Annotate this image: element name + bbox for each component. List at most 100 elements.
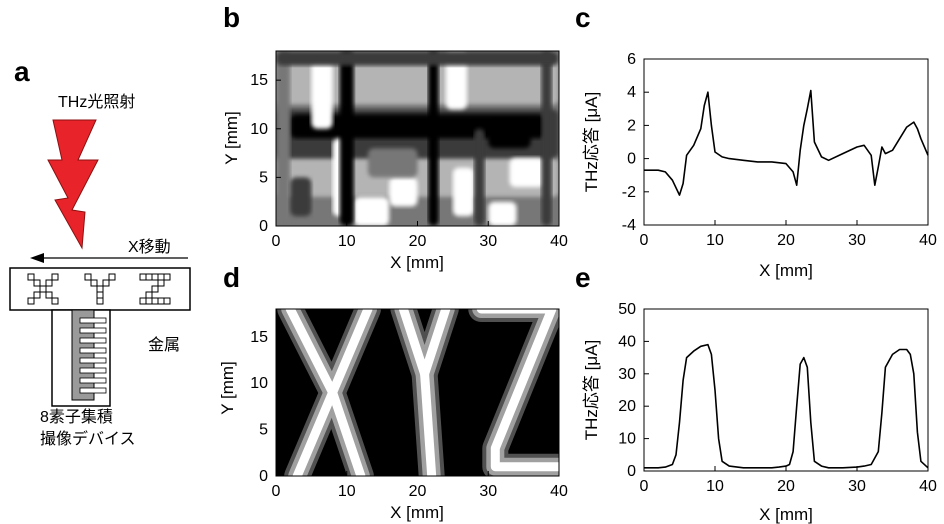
chart-b-ylabel: Y [mm] — [222, 111, 241, 165]
chart-c: 0 10 20 30 40 -4 -2 0 2 4 6 X [mm] THz応答 [μA] — [582, 51, 937, 280]
xyz-pixel — [139, 273, 147, 281]
chart-e-frame — [643, 308, 929, 472]
chart-d-xtick-label: 10 — [338, 483, 356, 500]
xyz-pixel — [157, 273, 165, 281]
chart-d-letter-stroke — [476, 309, 559, 472]
xyz-pixel — [45, 291, 53, 299]
chart-b-region — [276, 51, 559, 66]
chart-d-ytick-label: 5 — [259, 422, 268, 439]
thz-lightning-bolt — [47, 119, 99, 250]
chart-b-xtick-label: 30 — [479, 233, 497, 250]
chart-b-region — [488, 119, 531, 149]
xyz-pixel — [108, 273, 116, 281]
chart-d-letter-stroke — [292, 309, 373, 476]
chart-e-xtick-label: 0 — [640, 478, 649, 495]
chart-b-xtick-label: 40 — [550, 233, 568, 250]
panel-label-a: a — [14, 56, 30, 87]
chart-e-xtick-label: 20 — [777, 478, 795, 495]
chart-e-ytick-label: 0 — [627, 463, 636, 480]
xyz-pixel — [151, 297, 159, 305]
electrode — [79, 367, 107, 374]
chart-b-region — [474, 128, 485, 226]
xyz-pattern — [27, 273, 171, 305]
chart-c-series-line — [644, 89, 929, 196]
xyz-pixel — [33, 279, 41, 287]
chart-b-xtick-label: 0 — [272, 233, 281, 250]
chart-e-xtick-label: 40 — [919, 478, 937, 495]
move-label: X移動 — [128, 238, 171, 256]
chart-e-ytick-label: 10 — [618, 431, 636, 448]
metal-label: 金属 — [148, 336, 180, 354]
xyz-pixel — [163, 273, 171, 281]
chart-d: 0 10 20 30 40 0 5 10 15 X [mm] Y [mm] — [218, 308, 568, 522]
chart-b-xtick-label: 20 — [409, 233, 427, 250]
chart-e-ytick-label: 30 — [618, 366, 636, 383]
chart-e: 0 10 20 30 40 0 10 20 30 40 50 X [mm] THz応答 [μA] — [582, 301, 937, 524]
xyz-pixel — [96, 297, 104, 305]
chart-b-region — [353, 196, 390, 226]
chart-d-ylabel: Y [mm] — [218, 361, 237, 415]
chart-d-letter-stroke — [420, 369, 437, 476]
chart-b-ytick-label: 10 — [250, 121, 268, 138]
chart-c-frame — [643, 58, 929, 226]
electrode — [79, 387, 107, 394]
panel-label-c: c — [575, 2, 591, 33]
chart-c-ytick-label: 6 — [627, 51, 636, 68]
chart-c-xlabel: X [mm] — [759, 261, 813, 280]
chart-d-xtick-label: 0 — [272, 483, 281, 500]
chart-c-xtick-label: 40 — [919, 232, 937, 249]
xyz-pixel — [96, 285, 104, 293]
xyz-pixel — [27, 297, 35, 305]
chart-b-region — [276, 51, 291, 226]
chart-b-ytick-label: 5 — [259, 169, 268, 186]
chart-b-region — [311, 60, 333, 129]
xyz-pixel — [157, 279, 165, 287]
chart-b-region — [290, 177, 312, 217]
chart-c-xtick-label: 30 — [848, 232, 866, 249]
chart-e-xtick-label: 10 — [706, 478, 724, 495]
chart-c-xtick-label: 20 — [777, 232, 795, 249]
xyz-pixel — [51, 273, 59, 281]
xyz-pixel — [27, 273, 35, 281]
chart-d-ytick-label: 0 — [259, 468, 268, 485]
xyz-pixel — [90, 279, 98, 287]
device-label-line1: 8素子集積 — [40, 408, 113, 426]
xyz-pixel — [151, 273, 159, 281]
xyz-pixel — [102, 279, 110, 287]
chart-c-ytick-label: 4 — [627, 84, 636, 101]
chart-e-ytick-label: 40 — [618, 333, 636, 350]
chart-e-ytick-label: 50 — [618, 301, 636, 318]
chart-e-ytick-label: 20 — [618, 398, 636, 415]
electrode — [79, 347, 107, 354]
xyz-pixel — [157, 297, 165, 305]
xyz-pixel — [163, 297, 171, 305]
chart-d-xtick-label: 40 — [550, 483, 568, 500]
chart-b-region — [452, 167, 475, 217]
xyz-pixel — [39, 285, 47, 293]
chart-c-ytick-label: -2 — [622, 184, 636, 201]
xyz-pixel — [45, 279, 53, 287]
xyz-pixel — [33, 291, 41, 299]
chart-b-region — [428, 51, 439, 226]
chart-e-series-line — [644, 343, 929, 469]
chart-d-ytick-label: 10 — [250, 375, 268, 392]
xyz-pixel — [84, 273, 92, 281]
chart-e-xlabel: X [mm] — [759, 505, 813, 524]
device-label-line2: 撮像デバイス — [40, 429, 136, 448]
electrode — [79, 327, 107, 334]
chart-b-region — [488, 201, 517, 226]
device-electrodes — [79, 317, 107, 394]
chart-b-region — [367, 148, 418, 178]
electrode — [79, 357, 107, 364]
chart-b-ytick-label: 15 — [250, 72, 268, 89]
xyz-pixel — [51, 297, 59, 305]
chart-b-xlabel: X [mm] — [390, 253, 444, 272]
chart-d-ytick-label: 15 — [250, 329, 268, 346]
panel-label-b: b — [223, 2, 241, 33]
chart-d-xtick-label: 30 — [479, 483, 497, 500]
device-strip — [71, 309, 95, 401]
chart-c-ylabel: THz応答 [μA] — [582, 92, 601, 192]
chart-d-xtick-label: 20 — [409, 483, 427, 500]
xyz-pixel — [145, 291, 153, 299]
chart-e-xtick-label: 30 — [848, 478, 866, 495]
